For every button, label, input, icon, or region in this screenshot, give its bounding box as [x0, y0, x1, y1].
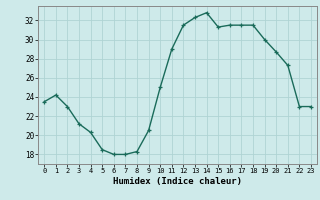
X-axis label: Humidex (Indice chaleur): Humidex (Indice chaleur): [113, 177, 242, 186]
